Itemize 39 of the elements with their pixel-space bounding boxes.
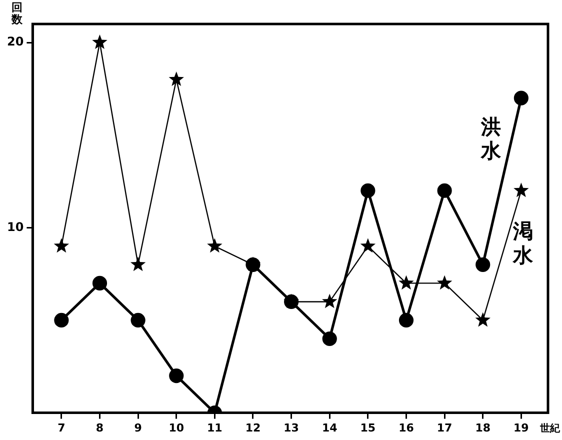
point	[322, 294, 338, 308]
point	[360, 183, 376, 198]
point	[130, 256, 146, 272]
point	[437, 183, 452, 198]
x-tick-label: 10	[168, 421, 184, 434]
x-tick-label: 15	[360, 421, 376, 434]
x-axis-title: 世紀	[539, 422, 561, 434]
point	[92, 276, 108, 290]
y-axis-title: 回数	[10, 0, 24, 26]
x-tick-label: 8	[96, 421, 104, 434]
x-tick-label: 9	[134, 421, 142, 434]
point	[360, 238, 376, 253]
point	[514, 182, 529, 198]
point	[169, 368, 184, 384]
x-tick-label: 7	[58, 421, 66, 434]
point	[130, 312, 146, 328]
x-tick-label: 17	[436, 421, 452, 434]
point	[322, 331, 337, 346]
series-label: 洪水	[480, 114, 502, 162]
point	[476, 257, 490, 272]
y-tick-label: 20	[6, 34, 24, 49]
x-tick-label: 19	[514, 421, 529, 434]
x-tick-label: 16	[398, 421, 414, 434]
point	[398, 312, 414, 328]
point	[54, 238, 70, 253]
x-tick-label: 12	[245, 421, 261, 434]
point	[207, 238, 222, 253]
point	[398, 275, 414, 290]
point	[168, 72, 184, 86]
point	[514, 90, 528, 106]
point	[92, 34, 108, 49]
x-tick-label: 14	[322, 421, 338, 434]
point	[436, 275, 452, 290]
point	[54, 312, 69, 328]
x-tick-label: 13	[284, 421, 299, 434]
point	[475, 312, 490, 327]
x-tick-label: 11	[207, 421, 222, 434]
series-label: 渇水	[512, 218, 534, 267]
x-tick-label: 18	[475, 421, 491, 434]
